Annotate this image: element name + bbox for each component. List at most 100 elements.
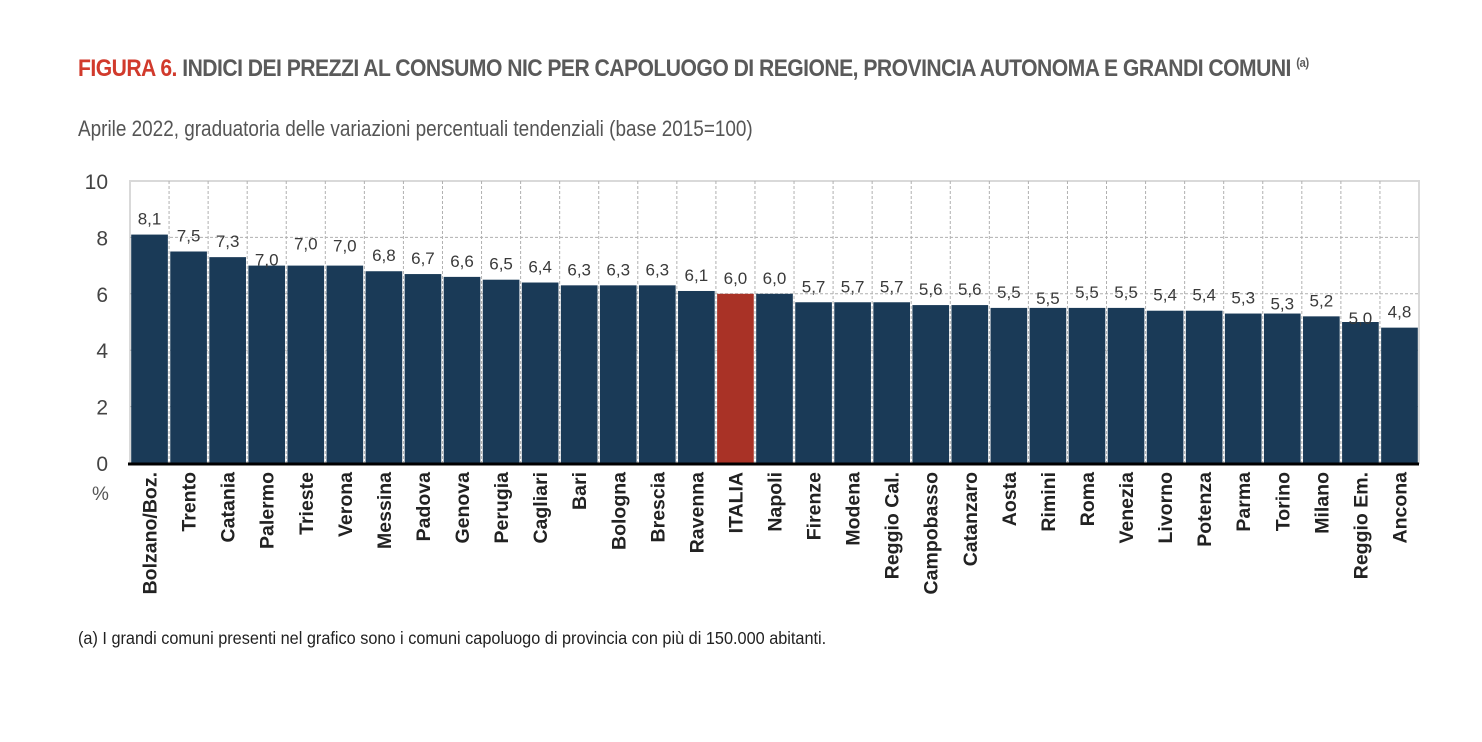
bar-catania <box>209 257 246 463</box>
category-label: Verona <box>335 472 357 537</box>
category-label: Padova <box>413 472 435 542</box>
value-label: 5,5 <box>1036 289 1060 308</box>
category-label: Catanzaro <box>960 472 982 566</box>
bar-reggio-cal <box>873 302 911 463</box>
value-label: 5,3 <box>1270 295 1294 314</box>
category-label: Genova <box>452 472 474 544</box>
value-label: 6,1 <box>685 266 709 285</box>
bar-verona <box>326 265 364 463</box>
bar-ravenna <box>678 290 715 463</box>
category-label: Potenza <box>1194 472 1216 547</box>
bar-perugia <box>482 279 520 463</box>
category-label: Cagliari <box>530 472 552 544</box>
bar-palermo <box>248 265 286 463</box>
bar-modena <box>834 302 871 463</box>
bar-potenza <box>1185 310 1223 463</box>
bar-napoli <box>756 293 793 463</box>
category-label: Palermo <box>257 472 279 549</box>
bar-campobasso <box>912 305 950 463</box>
category-label: Firenze <box>804 472 826 540</box>
category-label: Modena <box>843 472 865 546</box>
bar-padova <box>404 274 442 463</box>
value-label: 7,0 <box>333 237 357 256</box>
y-tick-label: 2 <box>96 397 108 420</box>
value-label: 6,0 <box>763 269 787 288</box>
value-label: 8,1 <box>138 210 162 229</box>
value-label: 7,3 <box>216 232 240 251</box>
value-labels: 8,1 7,5 7,3 7,0 7,0 7,0 6,8 6,7 6,6 6,5 6,4 6,3 6,3 6… <box>138 210 1412 328</box>
value-label: 6,8 <box>372 246 396 265</box>
category-label: Roma <box>1077 472 1099 526</box>
category-label: Campobasso <box>921 472 943 595</box>
figure-number: FIGURA 6. <box>78 55 177 82</box>
category-label: Perugia <box>491 472 513 544</box>
value-label: 4,8 <box>1388 303 1412 322</box>
value-label: 5,5 <box>997 283 1021 302</box>
grid <box>129 180 1420 464</box>
category-label: Bologna <box>608 472 630 550</box>
category-label: Messina <box>374 472 396 549</box>
bar-aosta <box>990 307 1028 463</box>
y-tick-label: 6 <box>96 284 108 307</box>
value-label: 6,4 <box>528 258 552 277</box>
bar-catanzaro <box>951 305 989 463</box>
category-label: Catania <box>218 472 240 543</box>
category-label: Trieste <box>296 472 318 535</box>
bar-brescia <box>638 285 676 463</box>
category-label: Bari <box>569 472 591 510</box>
category-label: Brescia <box>647 472 669 543</box>
value-label: 5,6 <box>919 280 943 299</box>
category-label: Reggio Em. <box>1350 472 1372 579</box>
category-label: Ancona <box>1389 472 1411 544</box>
bar-messina <box>365 271 403 463</box>
y-tick-label: 4 <box>96 340 108 363</box>
y-tick-label: 10 <box>85 171 108 194</box>
value-label: 5,0 <box>1349 309 1373 328</box>
value-label: 7,0 <box>294 235 318 254</box>
bar-genova <box>443 276 481 463</box>
bar-reggio-em <box>1342 322 1379 463</box>
bar-torino <box>1263 313 1301 463</box>
bars <box>131 234 1418 463</box>
value-label: 6,3 <box>606 260 630 279</box>
value-label: 5,4 <box>1192 286 1216 305</box>
figure-title-text: INDICI DEI PREZZI AL CONSUMO NIC PER CAP… <box>176 55 1297 82</box>
category-label: Bolzano/Boz. <box>140 472 162 594</box>
bar-italia <box>717 293 754 463</box>
figure-subtitle: Aprile 2022, graduatoria delle variazion… <box>78 116 753 141</box>
value-label: 5,7 <box>802 277 826 296</box>
value-label: 6,6 <box>450 252 474 271</box>
value-label: 5,4 <box>1153 286 1177 305</box>
category-label: Parma <box>1233 472 1255 532</box>
category-label: Livorno <box>1155 472 1177 544</box>
value-label: 6,3 <box>567 260 591 279</box>
value-label: 6,3 <box>645 260 669 279</box>
value-label: 6,7 <box>411 249 435 268</box>
category-label: Ravenna <box>686 472 708 553</box>
bar-parma <box>1224 313 1262 463</box>
category-label: ITALIA <box>725 472 747 533</box>
bar-bologna <box>599 285 637 463</box>
bar-bari <box>560 285 598 463</box>
value-label: 5,7 <box>841 277 865 296</box>
value-label: 6,5 <box>489 255 513 274</box>
bar-firenze <box>795 302 832 463</box>
bar-ancona <box>1381 327 1418 463</box>
axes: 0 2 4 6 8 10 <box>85 171 1419 476</box>
bar-bolzano-boz <box>131 234 168 463</box>
category-labels: Bolzano/Boz. Trento Catania Palermo Trieste V… <box>140 472 1412 595</box>
value-label: 5,2 <box>1310 291 1334 310</box>
y-tick-label: 0 <box>96 453 108 476</box>
bar-venezia <box>1107 307 1145 463</box>
value-label: 6,0 <box>724 269 748 288</box>
value-label: 5,6 <box>958 280 982 299</box>
bar-livorno <box>1146 310 1184 463</box>
value-label: 7,0 <box>255 251 279 270</box>
category-label: Reggio Cal. <box>882 472 904 579</box>
category-label: Napoli <box>765 472 787 532</box>
footnote: (a) I grandi comuni presenti nel grafico… <box>78 628 827 648</box>
category-label: Torino <box>1272 472 1294 531</box>
figure-title: FIGURA 6. INDICI DEI PREZZI AL CONSUMO N… <box>78 47 1451 84</box>
value-label: 5,5 <box>1114 283 1138 302</box>
value-label: 5,5 <box>1075 283 1099 302</box>
